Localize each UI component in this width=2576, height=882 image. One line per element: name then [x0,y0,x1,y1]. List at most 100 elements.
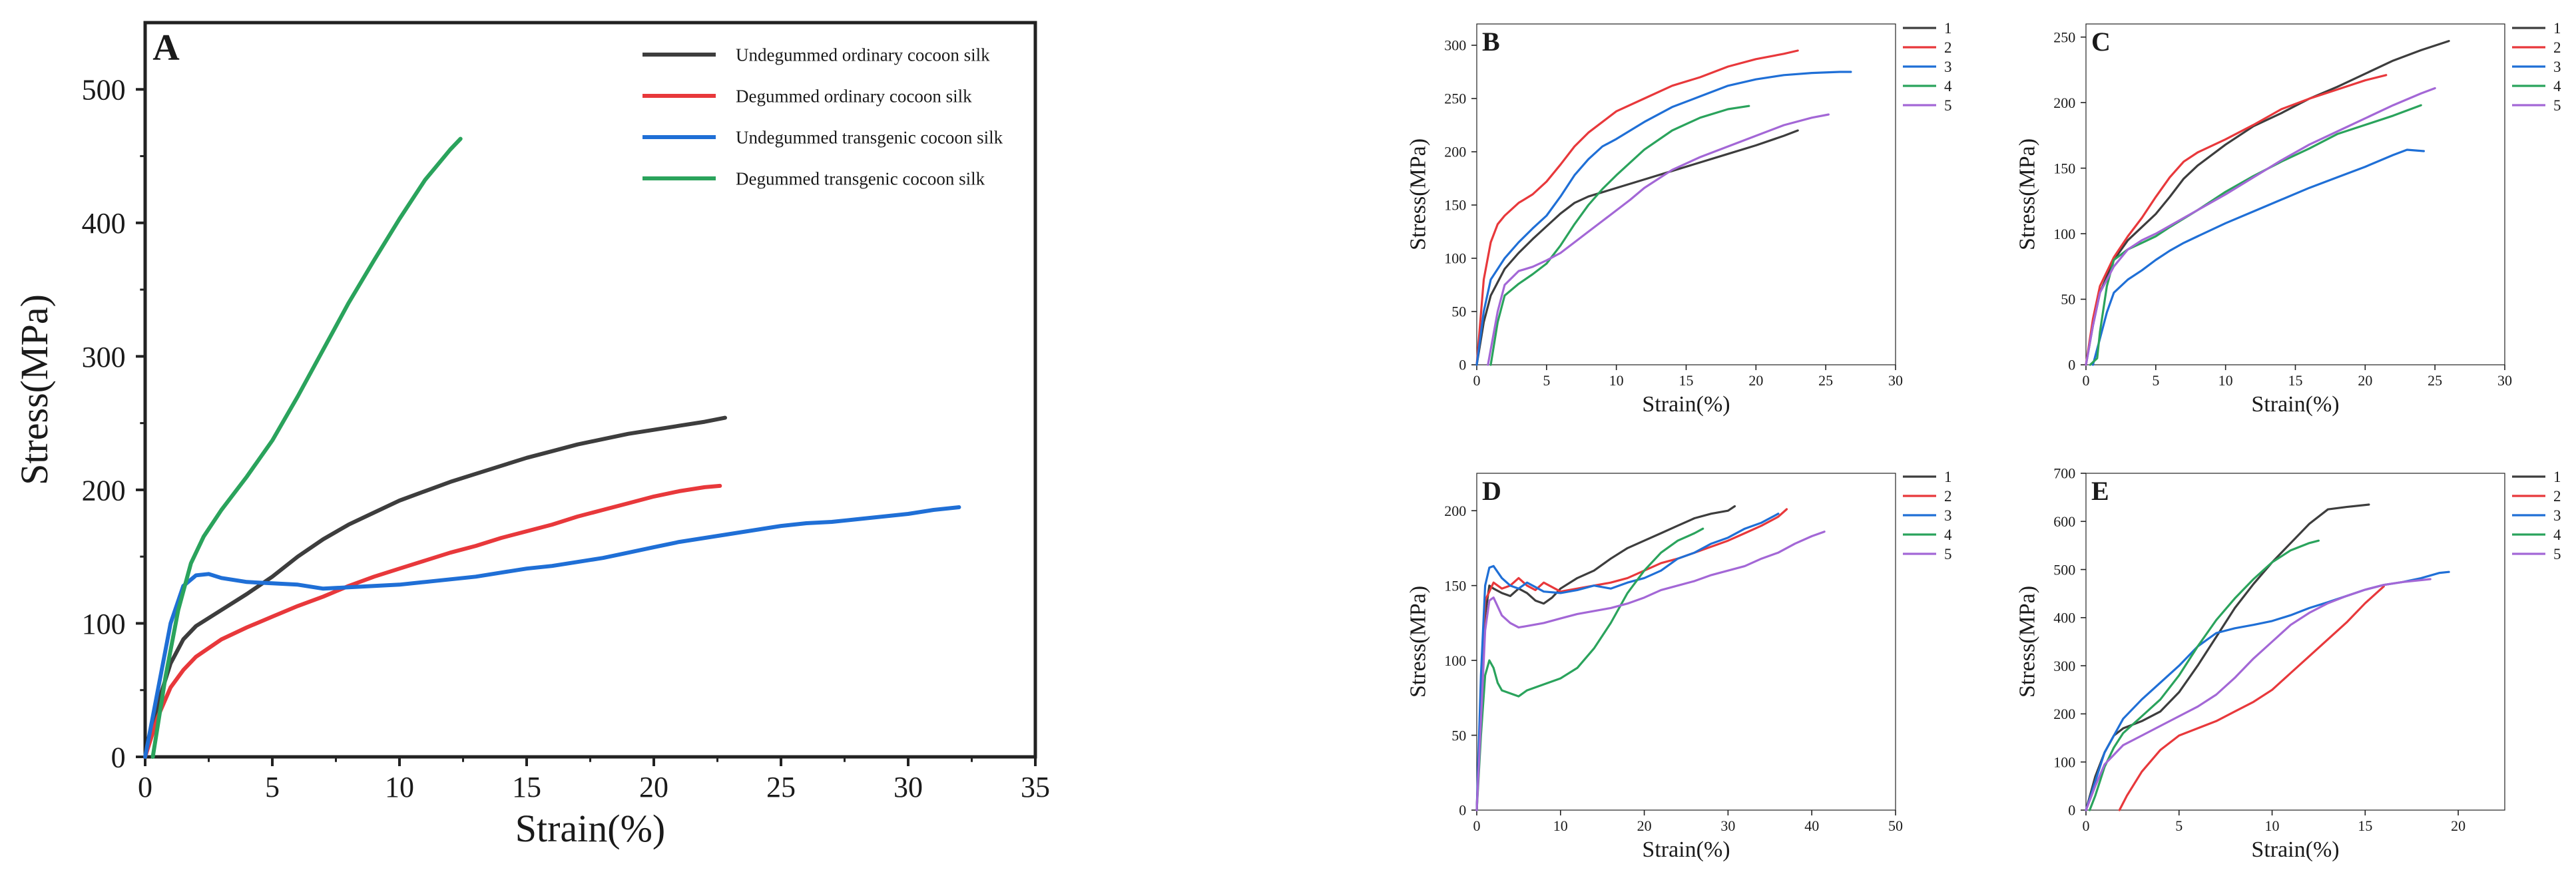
panel-e-series-1-line [2085,503,2370,811]
panel-c-ytick-label: 0 [2068,357,2075,373]
panel-b-ylabel: Stress(MPa) [1406,138,1431,250]
panel-d-xtick-label: 40 [1804,817,1819,834]
panel-c-xtick-label: 30 [2497,372,2512,389]
panel-a-ylabel: Stress(MPa) [13,294,56,485]
panel-d-ytick-label: 0 [1459,802,1466,819]
panel-b-ytick-label: 250 [1444,91,1466,107]
panel-b-xtick-label: 30 [1888,372,1903,389]
panel-e-ytick-label: 200 [2053,706,2075,722]
panel-e-xtick-label: 5 [2175,817,2183,834]
panel-e-legend-label-5: 5 [2553,546,2561,562]
panel-c-xtick-label: 25 [2428,372,2442,389]
panel-b-frame [1476,23,1896,365]
panel-d-xtick-label: 10 [1553,817,1568,834]
panel-c-xlabel: Strain(%) [2251,392,2339,417]
panel-b-series-4-line [1489,105,1750,366]
panel-e-legend-label-3: 3 [2553,507,2561,524]
panel-b-legend-label-2: 2 [1944,39,1952,56]
panel-b-legend-label-5: 5 [1944,97,1952,114]
panel-d-xtick-label: 50 [1888,817,1903,834]
panel-e-ytick-label: 700 [2053,465,2075,482]
panel-b-xtick-label: 10 [1609,372,1624,389]
panel-a-xtick-label: 30 [894,771,923,803]
panel-a-series-4-line [150,136,463,759]
panel-e-ytick-label: 0 [2068,802,2075,819]
panel-c-series-5-line [2085,87,2436,366]
panel-a-xtick-label: 10 [385,771,414,803]
panel-a-legend-label-2: Degummed ordinary cocoon silk [736,86,972,106]
panel-b-ytick-label: 0 [1459,357,1466,373]
panel-d-xtick-label: 20 [1637,817,1652,834]
panel-b-ytick-label: 300 [1444,37,1466,54]
panel-b-chart: 0 5 10 15 20 25 30050100150200250300Strain(%)S… [1406,20,1952,417]
panel-c-ylabel: Stress(MPa) [2015,138,2040,250]
panel-d-xtick-label: 0 [1473,817,1481,834]
panel-b-series-1-line [1475,129,1799,366]
panel-c-xtick-label: 20 [2358,372,2372,389]
panel-b-series-2-line [1475,49,1799,366]
panel-c-chart: 0 5 10 15 20 25 30050100150200250Strain(%)Stre… [2015,20,2561,417]
panel-e-legend-label-2: 2 [2553,488,2561,505]
panel-d-series-3-line [1475,513,1780,811]
panel-d-ytick-label: 150 [1444,577,1466,594]
panel-e-series-5-line [2085,578,2432,811]
panel-d-ytick-label: 200 [1444,503,1466,519]
panel-e-frame [2085,473,2505,811]
panel-a-xtick-label: 5 [265,771,280,803]
panel-e-chart: 0 5 10 15 200100200300400500600700Strain(%)S… [2015,465,2561,862]
panel-e-xtick-label: 0 [2083,817,2090,834]
panel-c-series-3-line [2091,148,2425,366]
panel-b-letter: B [1482,27,1500,57]
panel-e-xtick-label: 15 [2358,817,2372,834]
panel-d-frame [1476,473,1896,811]
panel-e-ytick-label: 300 [2053,658,2075,674]
panel-d-legend-label-3: 3 [1944,507,1952,524]
panel-a-ytick-label: 100 [82,608,126,640]
panel-c-series-4-line [2089,104,2422,366]
panel-c-ytick-label: 50 [2061,291,2075,308]
panel-c-series-1-line [2085,39,2450,366]
panel-b-series-3-line [1475,71,1852,366]
panel-a-letter: A [152,27,180,69]
panel-a-legend-label-3: Undegummed transgenic cocoon silk [736,127,1003,147]
panel-c-letter: C [2091,27,2111,57]
panel-d-letter: D [1482,476,1501,506]
panel-b-legend-label-1: 1 [1944,20,1952,37]
panel-c-xtick-label: 5 [2152,372,2159,389]
panel-b-legend-label-3: 3 [1944,59,1952,75]
panel-d-series-5-line [1475,531,1826,811]
panel-a-ytick-label: 500 [82,74,126,107]
panel-c-ytick-label: 150 [2053,160,2075,176]
panel-a-xtick-label: 35 [1021,771,1050,803]
panel-e-legend-label-1: 1 [2553,469,2561,485]
panel-a-ytick-label: 400 [82,207,126,240]
panel-d-series-2-line [1475,508,1788,811]
panel-e-xlabel: Strain(%) [2251,837,2339,862]
panel-d-chart: 0 10 20 30 40 50 0 50 100 150 200 Strain(%) Stress(M… [1406,469,1952,862]
panel-e-ytick-label: 100 [2053,754,2075,770]
panel-c-series-2-line [2085,74,2388,366]
panel-a-xtick-label: 15 [512,771,541,803]
panel-e-letter: E [2091,476,2109,506]
panel-b-xtick-label: 15 [1679,372,1694,389]
panel-a-ytick-label: 300 [82,341,126,373]
panel-e-series-2-line [2118,585,2385,811]
panel-a-chart: 0 5 10 15 20 25 30 35 0 100 200 300 400 500 Strain(%) S… [13,21,1050,850]
panel-c-legend-label-1: 1 [2553,20,2561,37]
panel-a-series-2-line [143,483,722,759]
panel-e-xtick-label: 10 [2265,817,2280,834]
panel-d-legend-label-4: 4 [1944,527,1952,543]
panel-b-ytick-label: 150 [1444,197,1466,214]
panel-b-ytick-label: 200 [1444,144,1466,160]
panel-b-legend-label-4: 4 [1944,78,1952,95]
panel-e-series-4-line [2089,539,2320,811]
panel-b-xtick-label: 0 [1473,372,1481,389]
panel-d-ytick-label: 50 [1451,727,1466,744]
panel-a-series-3-line [143,505,961,759]
panel-d-xtick-label: 30 [1720,817,1735,834]
panel-b-xtick-label: 25 [1818,372,1833,389]
panel-d-xlabel: Strain(%) [1642,837,1730,862]
panel-c-ytick-label: 100 [2053,226,2075,242]
panel-c-xtick-label: 10 [2218,372,2233,389]
